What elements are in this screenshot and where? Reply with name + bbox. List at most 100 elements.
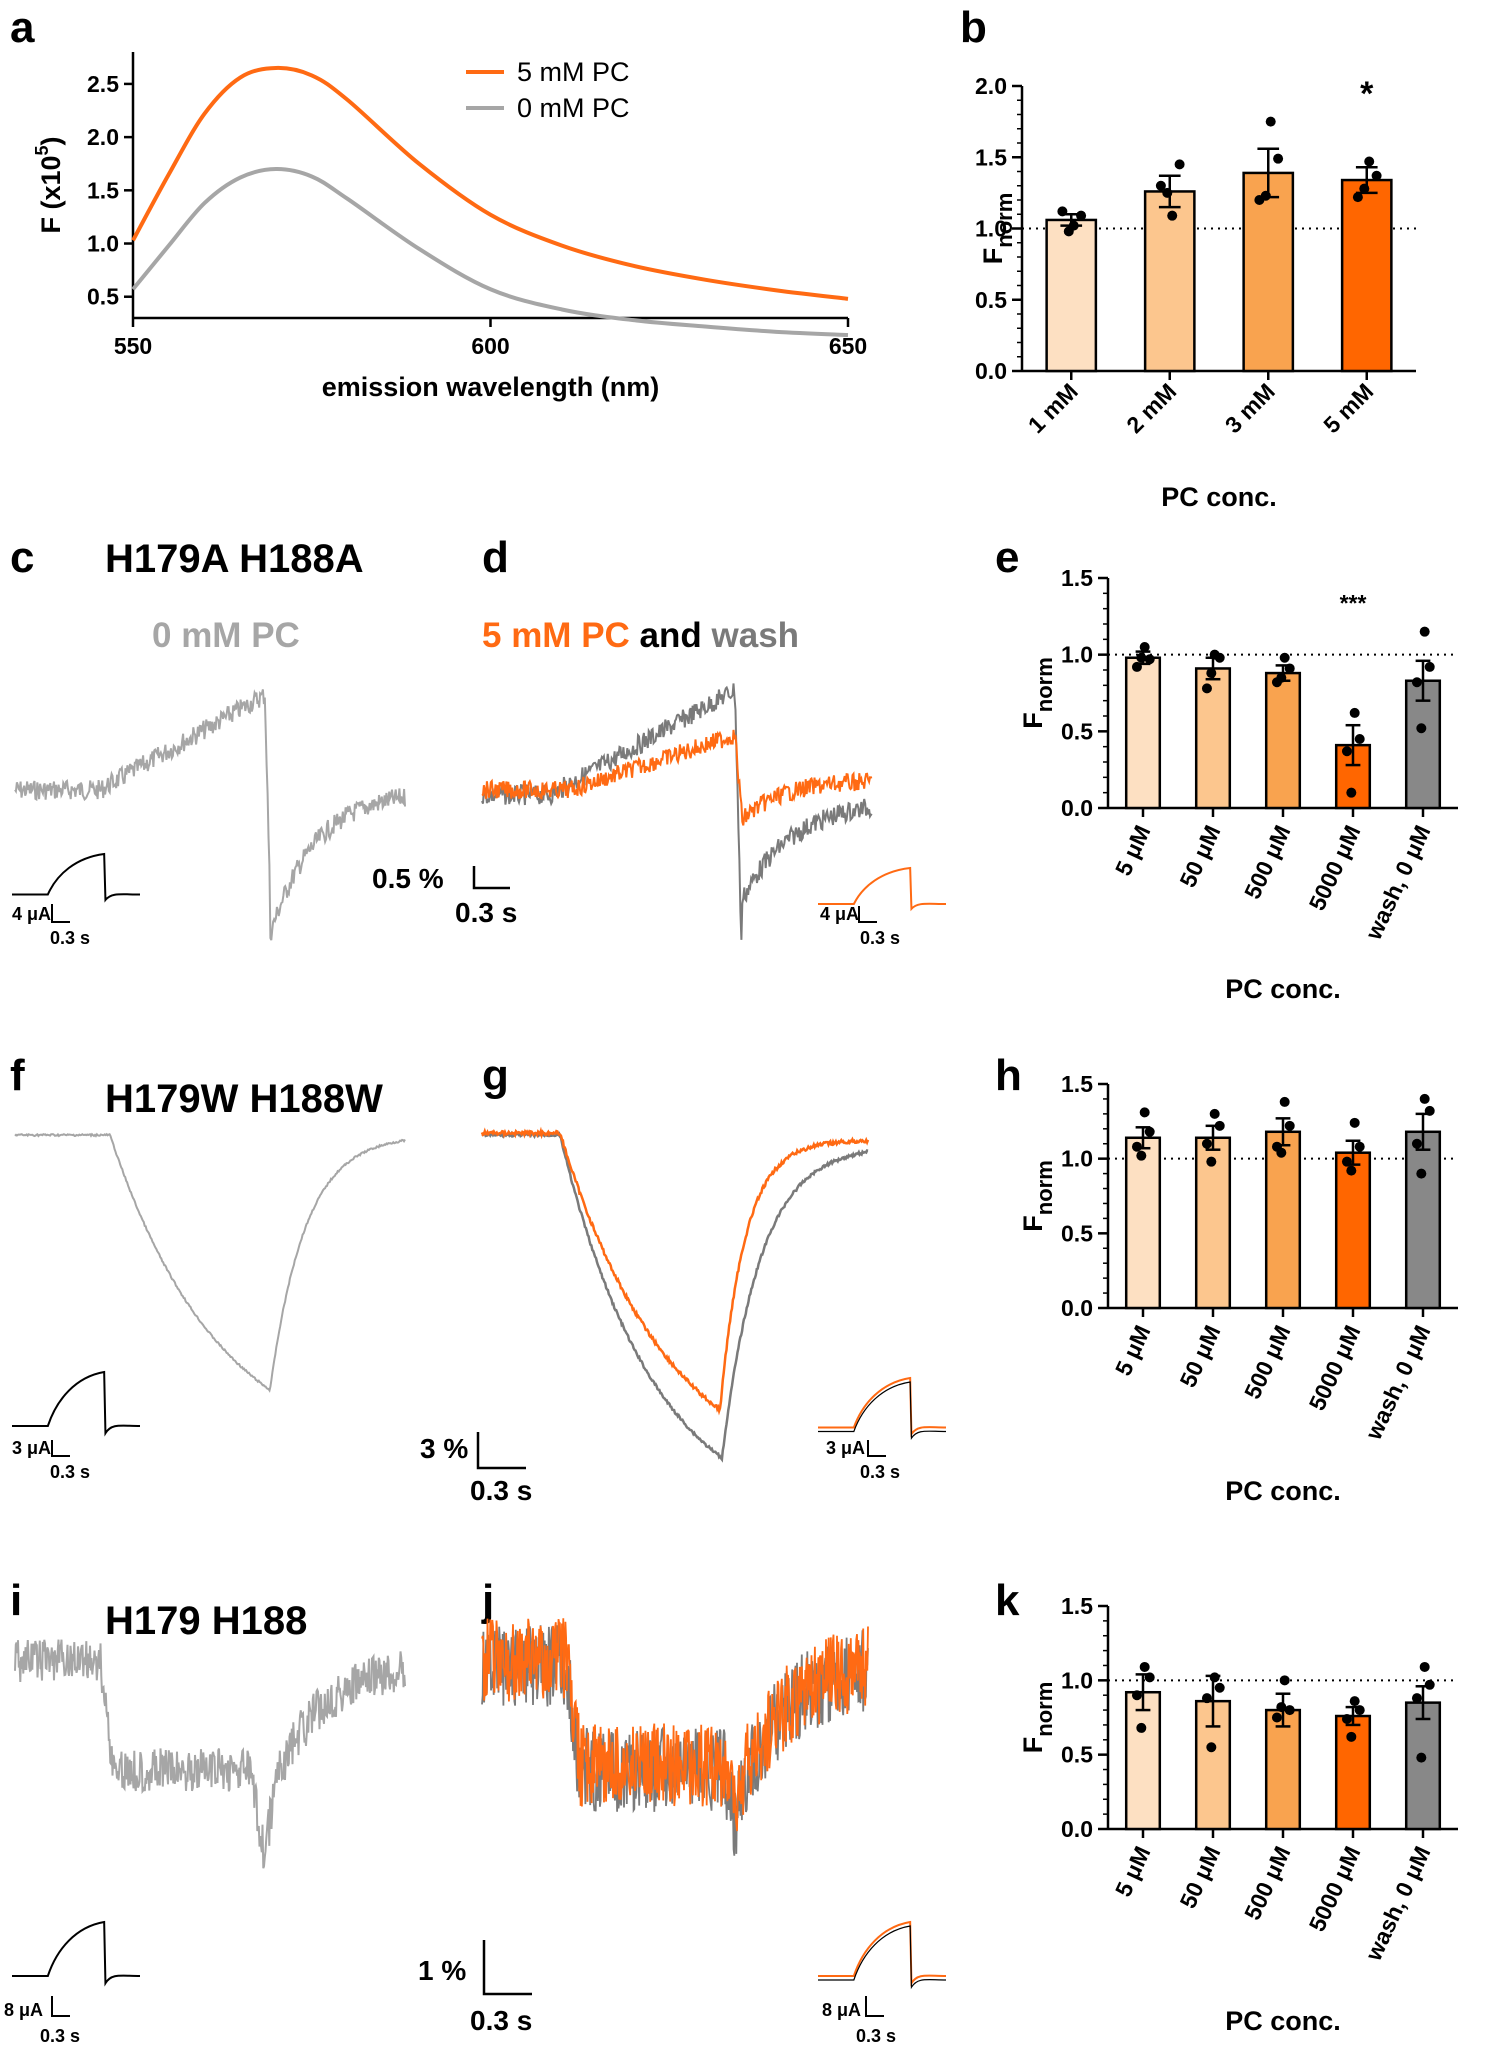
scale-bars: 4 μA 0.3 s 0.5 % 0.3 s 4 μA 0.3 s 3 μA 0… (4, 863, 900, 2046)
scalebar-c-current-label: 4 μA (12, 904, 51, 924)
scalebar-d-fluor (472, 866, 510, 890)
scalebar-f-time-label: 0.3 s (50, 1462, 90, 1482)
data-point-0-3 (1063, 226, 1074, 237)
data-point-0-2 (1131, 661, 1142, 672)
x-tick-label: 600 (471, 333, 509, 359)
trace-d-grey (481, 683, 873, 940)
panel-label-b: b (960, 3, 987, 52)
scalebar-g-current (867, 1440, 886, 1457)
trace-c-grey (14, 689, 406, 941)
y-tick-label: 1.5 (975, 144, 1007, 170)
bar-2 (1242, 171, 1295, 373)
chart-b-bar: 0.0 0.5 1.0 1.5 2.0 1 mM 2 mM 3 mM 5 mM * Fnorm PC … (975, 73, 1416, 512)
scalebar-g-fluor (476, 1432, 526, 1470)
data-point-1-1 (1214, 1120, 1225, 1131)
x-tick-label-1: 50 μM (1174, 1842, 1225, 1912)
panel-label-i: i (10, 1576, 22, 1625)
y-tick-label: 2.0 (975, 73, 1007, 99)
data-point-0-3 (1136, 1722, 1147, 1733)
panel-label-h: h (995, 1051, 1022, 1100)
trace-d-orange (481, 729, 873, 826)
data-point-3-0 (1349, 1117, 1360, 1128)
y-axis-label-end: ) (36, 136, 66, 145)
x-tick-label: 650 (829, 333, 867, 359)
data-point-1-1 (1214, 652, 1225, 663)
chart-h-bar: 0.0 0.5 1.0 1.5 5 μM 50 μM 500 μM 5000 μMwash, … (1018, 1071, 1458, 1506)
scalebar-d-time2-label: 0.3 s (860, 928, 900, 948)
x-axis-label: PC conc. (1225, 974, 1341, 1004)
y-tick-label: 0.5 (1061, 1742, 1093, 1768)
x-tick-label-0: 5 μM (1110, 821, 1156, 879)
x-tick-label-0: 5 μM (1110, 1842, 1156, 1900)
y-tick-label: 1.0 (1061, 642, 1093, 668)
scalebar-f-current (51, 1440, 70, 1457)
data-point-0-1 (1144, 654, 1155, 665)
y-axis-label-sub: norm (992, 193, 1017, 248)
panel-label-j: j (481, 1576, 494, 1625)
trace-g-orange (480, 1126, 870, 1416)
data-point-0-0 (1139, 642, 1150, 652)
data-point-4-2 (1411, 1693, 1422, 1704)
scalebar-j-fluor (482, 1940, 532, 1996)
scalebar-c-current (51, 904, 70, 923)
data-point-3-2 (1341, 1156, 1352, 1167)
scalebar-g-fluor-label: 3 % (420, 1433, 468, 1464)
inset-j-current (818, 1920, 947, 1987)
y-tick-label: 0.0 (1061, 1816, 1093, 1842)
chart-k-bar: 0.0 0.5 1.0 1.5 5 μM 50 μM 500 μM 5000 μMwash, … (1018, 1593, 1458, 2036)
panel-label-a: a (10, 3, 35, 52)
data-point-3-3 (1346, 787, 1357, 798)
x-axis-label: emission wavelength (nm) (322, 372, 660, 402)
y-axis-label: F (x105) (32, 136, 66, 233)
x-tick-label-4: wash, 0 μM (1360, 1842, 1436, 1965)
data-point-0-3 (1136, 652, 1147, 663)
y-axis-label-sub: norm (1032, 657, 1057, 712)
data-point-0-1 (1076, 210, 1087, 221)
data-point-1-0 (1167, 210, 1178, 221)
y-tick-label: 0.5 (1061, 1220, 1093, 1246)
scalebar-i-current-label: 8 μA (4, 2000, 43, 2020)
significance-3: * (1360, 75, 1374, 113)
bar-1 (1194, 667, 1232, 810)
data-point-4-1 (1424, 1679, 1435, 1690)
data-point-1-2 (1201, 1693, 1212, 1704)
scalebar-d-current-label: 4 μA (820, 904, 859, 924)
inset-g-current-overlay (818, 1381, 947, 1440)
y-axis-label: Fnorm (978, 193, 1017, 265)
y-tick-label: 0.0 (1061, 1295, 1093, 1321)
data-point-3-3 (1346, 1165, 1357, 1176)
data-point-4-3 (1416, 723, 1427, 734)
panel-label-d: d (482, 533, 509, 582)
data-point-4-3 (1416, 1168, 1427, 1179)
fluorescence-traces (12, 683, 947, 1990)
x-axis-label: PC conc. (1225, 2006, 1341, 2036)
inset-f-current (12, 1370, 141, 1437)
bar-2 (1264, 1708, 1302, 1831)
data-point-2-1 (1284, 1705, 1295, 1716)
x-tick-label-3: 5000 μM (1304, 1321, 1366, 1414)
data-point-2-3 (1276, 1702, 1287, 1713)
data-point-2-2 (1271, 1712, 1282, 1723)
panel-label-k: k (995, 1576, 1020, 1625)
x-tick-label-2: 500 μM (1239, 821, 1296, 903)
data-point-1-3 (1162, 187, 1173, 198)
inset-i-current (12, 1920, 141, 1987)
significance-3: *** (1340, 590, 1367, 616)
data-point-2-1 (1284, 663, 1295, 674)
bar-0 (1124, 1690, 1162, 1831)
scalebar-g-time2-label: 0.3 s (860, 1462, 900, 1482)
data-point-0-2 (1131, 1141, 1142, 1152)
bar-2 (1264, 1130, 1302, 1310)
scalebar-j-current (865, 1996, 884, 2017)
y-tick-label: 1.5 (1061, 565, 1093, 591)
y-tick-label: 1.0 (87, 231, 119, 257)
data-point-0-2 (1057, 206, 1068, 217)
scalebar-g-current-label: 3 μA (826, 1438, 865, 1458)
data-point-4-2 (1411, 1138, 1422, 1149)
y-tick-label: 0.5 (87, 284, 119, 310)
y-axis-label-main: F (978, 248, 1008, 265)
y-tick-label: 1.5 (1061, 1593, 1093, 1619)
bar-2 (1264, 671, 1302, 810)
scalebar-j-fluor-label: 1 % (418, 1955, 466, 1986)
bar-0 (1124, 656, 1162, 810)
